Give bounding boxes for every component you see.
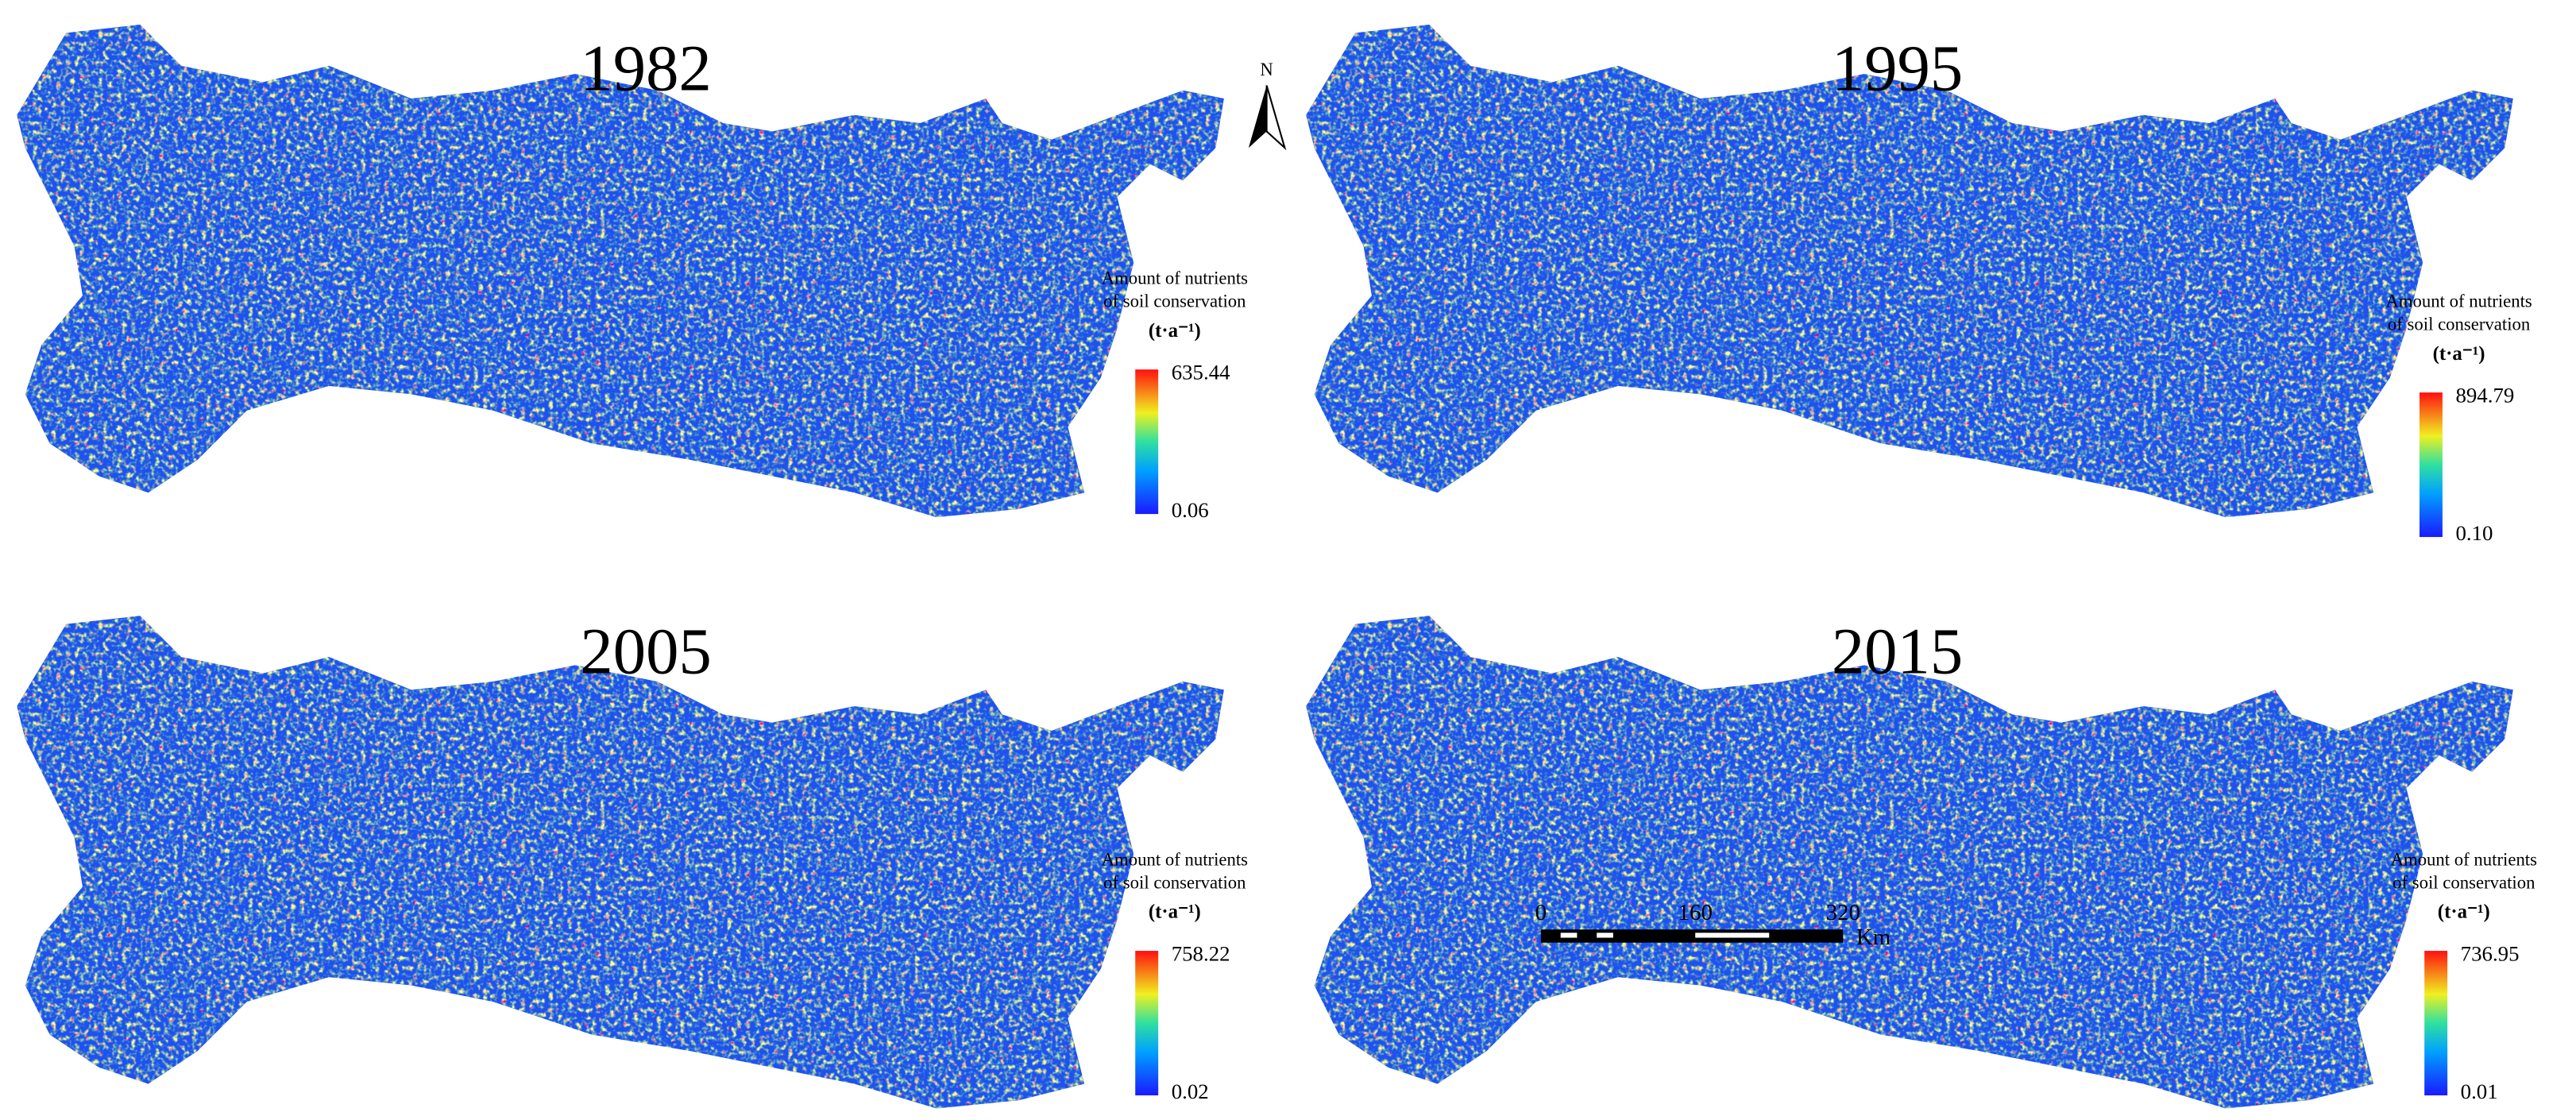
legend-max: 758.22	[1172, 941, 1230, 965]
panel-year: 1982	[580, 32, 711, 105]
legend-min: 0.06	[1172, 498, 1209, 522]
legend-title: of soil conservation	[2393, 872, 2535, 892]
legend-max: 894.79	[2455, 384, 2514, 407]
legend-title: of soil conservation	[2388, 315, 2531, 334]
color-bar	[2419, 392, 2443, 538]
panel-year: 2005	[580, 615, 711, 688]
map	[1306, 616, 2513, 1109]
map-panel: 1982 Amount of nutrients of soil conservat…	[17, 25, 1248, 522]
legend-unit: (t·a⁻¹)	[1149, 320, 1201, 342]
color-bar	[2424, 951, 2448, 1095]
color-bar	[1135, 369, 1159, 515]
scale-bar: 0 160 320 Km	[1535, 900, 1891, 950]
legend-min: 0.02	[1172, 1079, 1209, 1103]
north-arrow: N	[1248, 60, 1287, 151]
scale-unit: Km	[1856, 925, 1891, 950]
legend-unit: (t·a⁻¹)	[1149, 902, 1201, 923]
legend-title: Amount of nutrients	[2385, 292, 2532, 311]
legend-title: Amount of nutrients	[1102, 850, 1249, 870]
legend-title: of soil conservation	[1103, 292, 1246, 311]
region-texture	[17, 616, 1224, 1109]
scale-label: 320	[1826, 900, 1860, 925]
legend-title: Amount of nutrients	[1102, 268, 1249, 288]
legend-min: 0.01	[2461, 1079, 2498, 1103]
scale-label: 160	[1678, 900, 1713, 925]
legend-unit: (t·a⁻¹)	[2433, 343, 2485, 365]
legend-max: 736.95	[2461, 941, 2520, 965]
panel-year: 1995	[1832, 32, 1963, 105]
north-label: N	[1260, 60, 1273, 79]
legend-max: 635.44	[1172, 361, 1230, 384]
legend-title: Amount of nutrients	[2391, 850, 2538, 870]
map	[17, 616, 1224, 1109]
legend-unit: (t·a⁻¹)	[2438, 902, 2490, 923]
legend-min: 0.10	[2455, 521, 2493, 545]
legend-title: of soil conservation	[1103, 872, 1246, 892]
scale-label: 0	[1535, 900, 1547, 925]
map-panel: 1995 Amount of nutrients of soil conservat…	[1306, 25, 2532, 545]
color-bar	[1135, 951, 1159, 1095]
panel-year: 2015	[1832, 615, 1963, 688]
region-texture	[1306, 616, 2513, 1109]
